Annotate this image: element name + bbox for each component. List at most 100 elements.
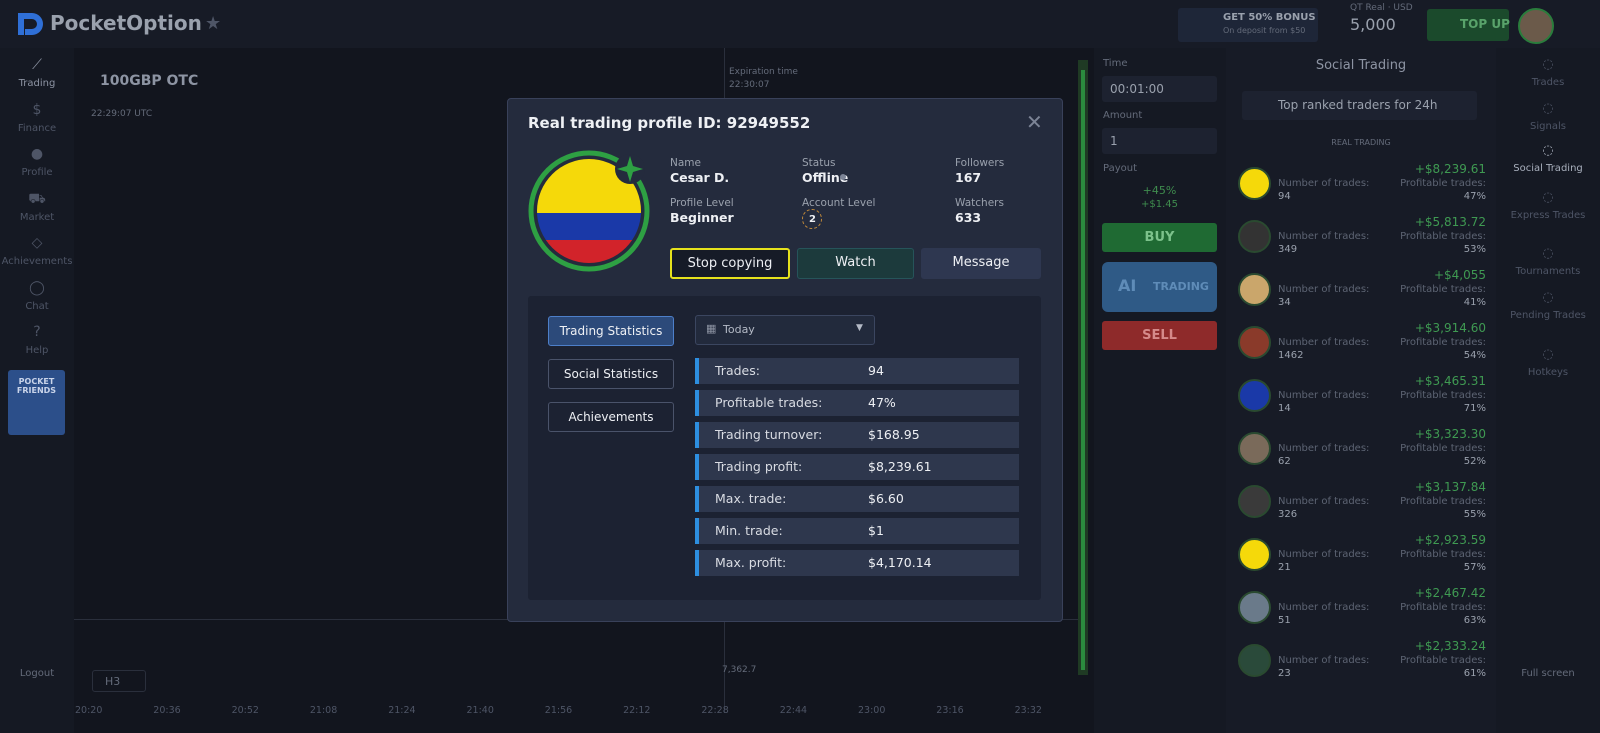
payout-percent: +45% [1142,184,1177,197]
profitable-value: 61% [1463,668,1486,679]
profitable-value: 41% [1463,297,1486,308]
trader-avatar[interactable] [1238,220,1271,253]
nav-item[interactable]: Achievements [1,256,73,267]
balance[interactable]: 5,000 [1350,15,1396,34]
trader-profit: +$3,914.60 [1414,321,1486,335]
filter-dropdown[interactable] [1242,91,1477,120]
trader-avatar[interactable] [1238,538,1271,571]
trades-count: 94 [1278,191,1291,202]
info-value: Offline [802,170,849,185]
right-nav-icon: ◌ [1542,347,1554,362]
section-label: REAL TRADING [1331,138,1391,147]
right-nav-item[interactable]: Signals [1530,121,1566,132]
profitable-value: 71% [1463,403,1486,414]
trader-avatar[interactable] [1238,591,1271,624]
trader-avatar[interactable] [1238,644,1271,677]
stat-value: $4,170.14 [868,555,932,570]
nav-item[interactable]: Market [19,211,55,223]
favorite-star[interactable]: ★ [205,13,222,34]
nav-icon: $ [32,101,42,118]
stats-tab[interactable]: Achievements [548,402,674,432]
logout[interactable]: Logout [19,668,55,679]
filter-label: Top ranked traders for 24h [1278,98,1438,112]
profitable-value: 47% [1463,191,1486,202]
amount-input[interactable] [1102,128,1217,154]
stats-tab[interactable]: Trading Statistics [548,316,674,346]
right-nav-item[interactable]: Hotkeys [1527,367,1569,378]
nav-item[interactable]: Chat [25,300,49,312]
info-value: 633 [955,210,982,225]
nav-icon: ⟋ [32,57,42,73]
action-button[interactable]: Message [921,248,1041,279]
stat-value: $1 [868,523,884,538]
info-label: Status [802,157,836,169]
logo[interactable]: PocketOption [50,11,202,35]
right-nav-item[interactable]: Tournaments [1515,266,1581,277]
period-icon: ▦ [706,322,717,335]
info-value: 167 [955,170,982,185]
full-screen[interactable]: Full screen [1521,668,1575,679]
stat-label: Trading profit: [715,459,803,474]
nav-item[interactable]: Finance [17,122,57,134]
bonus-banner[interactable] [1178,8,1318,42]
stat-value: $168.95 [868,427,920,442]
nav-icon: ⛟ [28,190,46,207]
profitable-value: 52% [1463,456,1486,467]
trader-avatar[interactable] [1238,432,1271,465]
time-input[interactable] [1102,76,1217,102]
buy-button[interactable]: BUY [1102,223,1217,252]
trader-profit: +$2,467.42 [1414,586,1486,600]
time-tick-label: 21:24 [388,705,416,716]
close-button[interactable]: ✕ [1026,110,1043,134]
right-nav-item[interactable]: Trades [1531,77,1565,88]
trader-avatar[interactable] [1238,379,1271,412]
status-dot [840,174,846,180]
ai-trading-button[interactable] [1102,262,1217,312]
trader-profit: +$3,137.84 [1414,480,1486,494]
nav-item[interactable]: Trading [18,78,56,89]
account-type: QT Real · USD [1350,3,1413,13]
stat-value: 94 [868,363,884,378]
right-nav-item[interactable]: Social Trading [1513,163,1583,174]
asset-selector[interactable]: 100GBP OTC [100,73,199,89]
time-tick-label: 22:28 [701,705,729,716]
social-panel [1226,48,1496,733]
trader-profit: +$3,465.31 [1414,374,1486,388]
payout-amount: +$1.45 [1140,199,1178,210]
nav-item[interactable]: Help [25,345,49,356]
time-value: 00:01:00 [1110,82,1164,96]
info-label: Name [670,157,701,169]
time-tick-label: 23:00 [858,705,886,716]
trades-count: 51 [1278,615,1291,626]
user-avatar[interactable] [1518,8,1554,44]
trades-count: 14 [1278,403,1291,414]
stats-tab[interactable]: Social Statistics [548,359,674,389]
top-up-button[interactable] [1427,9,1509,41]
timeframe[interactable]: H3 [92,670,146,692]
stat-value: $8,239.61 [868,459,932,474]
right-nav-item[interactable]: Express Trades [1510,210,1586,221]
period-caret: ▼ [856,323,863,333]
bonus-title: GET 50% BONUS [1223,12,1316,23]
sell-button[interactable]: SELL [1102,321,1217,350]
trader-avatar[interactable] [1238,167,1271,200]
trades-label: Number of trades: [1278,443,1370,454]
info-value: Cesar D. [670,170,730,185]
action-button[interactable]: Watch [797,248,914,279]
profile-avatar [528,150,650,272]
right-nav-icon: ◌ [1542,57,1554,72]
stat-row [695,486,1019,512]
nav-item[interactable]: Profile [21,167,53,178]
promo-banner[interactable] [8,370,65,435]
stat-row [695,390,1019,416]
trades-label: Number of trades: [1278,549,1370,560]
profitable-value: 53% [1463,244,1486,255]
trader-avatar[interactable] [1238,326,1271,359]
period-dropdown[interactable] [695,315,875,345]
stat-value: 47% [868,395,896,410]
trader-avatar[interactable] [1238,485,1271,518]
right-nav-item[interactable]: Pending Trades [1510,310,1586,321]
trader-avatar[interactable] [1238,273,1271,306]
action-button[interactable]: Stop copying [670,248,790,279]
expiration-time: 22:30:07 [729,80,770,90]
